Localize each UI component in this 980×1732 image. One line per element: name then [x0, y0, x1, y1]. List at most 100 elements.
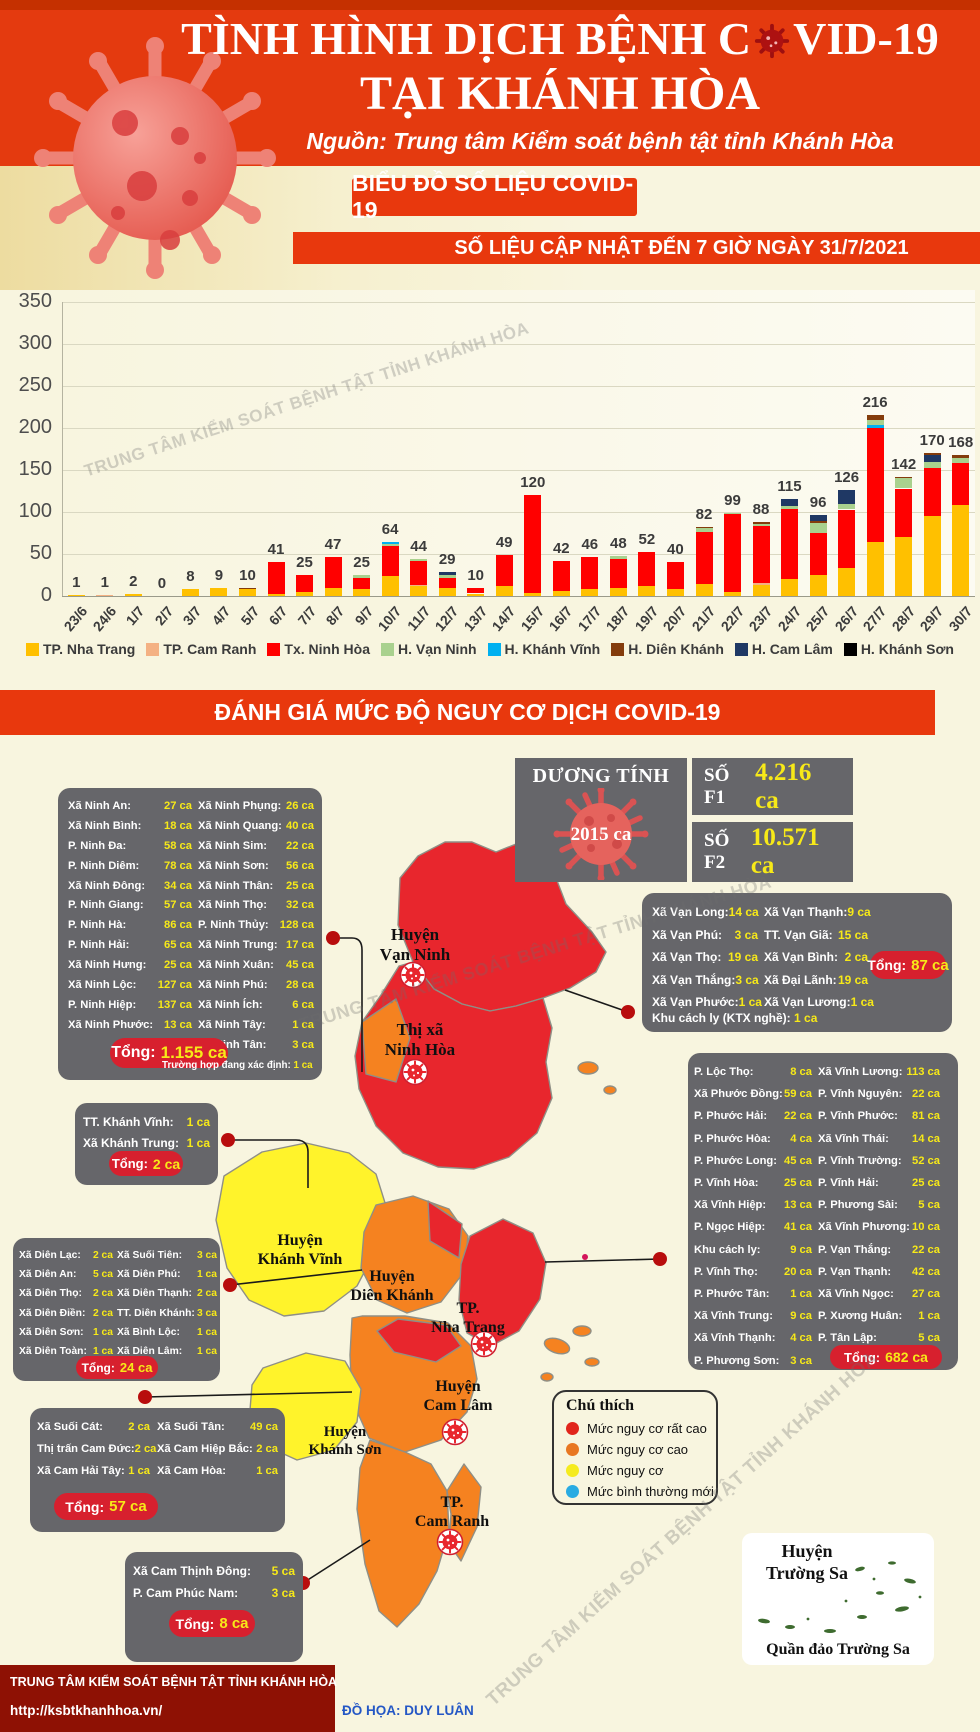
map-region-ninh-hoa — [354, 961, 553, 1170]
map-region-cam-ranh — [356, 1439, 450, 1628]
case-row: TT. Diên Khánh: 3 ca — [117, 1304, 217, 1323]
virus-marker-icon — [470, 1330, 498, 1358]
bar-segment-nt — [781, 579, 798, 596]
case-row: P. Vĩnh Phước: 81 ca — [818, 1105, 940, 1127]
case-value: 22 ca — [912, 1088, 940, 1101]
cases-box-ninh-hoa: Xã Ninh An: 27 ca Xã Ninh Bình: 18 ca P. Nin… — [58, 788, 322, 1080]
total-pill: Tổng: 57 ca — [54, 1493, 158, 1520]
case-label: Xã Ninh Thân: — [198, 879, 274, 892]
case-label: P. Tân Lập: — [818, 1332, 877, 1345]
bar-value-label: 52 — [638, 531, 656, 549]
case-value: 3 ca — [196, 1250, 217, 1262]
case-value: 1 ca — [790, 1287, 812, 1300]
bar-value-label: 46 — [581, 536, 599, 554]
case-value: 13 ca — [164, 1018, 192, 1031]
case-label: Xã Vạn Thạnh: — [764, 905, 848, 920]
bar-segment-nh — [381, 545, 399, 576]
case-label: Xã Vĩnh Thái: — [818, 1132, 889, 1145]
page-title-line1: TÌNH HÌNH DỊCH BỆNH C VID-19 — [140, 12, 980, 65]
bar-segment-nt — [952, 505, 970, 596]
map-marker-dot — [582, 1254, 588, 1260]
case-value: 2 ca — [92, 1250, 113, 1262]
case-row: Xã Diên Toàn: 1 ca — [19, 1342, 113, 1361]
case-row: Xã Ninh Phụng: 26 ca — [198, 796, 314, 816]
risk-legend-label: Mức nguy cơ — [587, 1463, 664, 1478]
total-label: Tổng: — [867, 957, 907, 973]
f2-value: 10.571 ca — [750, 824, 820, 879]
case-label: P. Ninh Hà: — [68, 919, 127, 932]
case-label: Xã Vĩnh Trung: — [694, 1310, 773, 1323]
case-value: 1 ca — [790, 1011, 818, 1025]
case-label: Xã Diên An: — [19, 1269, 77, 1281]
y-axis-line — [62, 302, 63, 596]
case-row: Xã Diên Điền: 2 ca — [19, 1304, 113, 1323]
cases-box-cam-ranh: Xã Cam Thịnh Đông: 5 ca P. Cam Phúc Nam: 3 … — [125, 1552, 303, 1662]
case-label: Xã Ninh Tây: — [198, 1018, 266, 1031]
legend-item: H. Vạn Ninh — [380, 641, 477, 657]
legend-swatch-icon — [734, 642, 748, 656]
gridline — [62, 512, 975, 513]
bar-segment-nt — [296, 591, 313, 596]
case-label: P. Ngọc Hiệp: — [694, 1221, 766, 1234]
covid-o-virus-icon — [755, 23, 790, 59]
case-row: Xã Phước Đồng: 59 ca — [694, 1083, 812, 1105]
case-value: 25 ca — [164, 959, 192, 972]
total-value: 57 ca — [109, 1498, 147, 1515]
gridline — [62, 386, 975, 387]
case-value: 59 ca — [784, 1088, 812, 1101]
case-row: P. Lộc Thọ: 8 ca — [694, 1061, 812, 1083]
case-value: 3 ca — [292, 1038, 314, 1051]
case-value: 32 ca — [286, 899, 314, 912]
total-value: 1.155 ca — [160, 1043, 227, 1062]
footer-org: TRUNG TÂM KIỂM SOÁT BỆNH TẬT TỈNH KHÁNH … — [10, 1675, 338, 1689]
bar-segment-nt — [581, 589, 599, 596]
note-value: 1 ca — [290, 1060, 313, 1071]
case-value: 3 ca — [734, 927, 758, 942]
case-value: 8 ca — [790, 1066, 812, 1079]
legend-label: Tx. Ninh Hòa — [284, 641, 370, 657]
gridline — [62, 554, 975, 555]
case-value: 57 ca — [164, 899, 192, 912]
bar-segment-vn — [609, 555, 627, 560]
bar-value-label: 9 — [214, 567, 224, 585]
update-banner: SỐ LIỆU CẬP NHẬT ĐẾN 7 GIỜ NGÀY 31/7/202… — [293, 232, 980, 264]
case-row: Xã Vạn Phú: 3 ca — [652, 924, 758, 947]
case-label: Xã Diên Sơn: — [19, 1326, 84, 1338]
case-row: Xã Ninh Thọ: 32 ca — [198, 895, 314, 915]
map-label: TP. Nha Trang — [431, 1300, 505, 1336]
truong-sa-title: Huyện Trường Sa — [766, 1541, 848, 1583]
map-label: Huyện Vạn Ninh — [379, 925, 451, 965]
risk-legend-item: Mức nguy cơ rất cao — [566, 1418, 716, 1439]
case-value: 45 ca — [286, 959, 314, 972]
risk-legend-item: Mức nguy cơ cao — [566, 1439, 716, 1460]
bar-value-label: 25 — [296, 554, 313, 571]
bar-value-label: 44 — [410, 538, 427, 555]
case-label: P. Vĩnh Nguyên: — [818, 1088, 903, 1101]
case-label: Xã Diên Thạnh: — [117, 1288, 192, 1300]
bar-segment-nh — [866, 428, 884, 543]
bar-segment-nt — [724, 591, 741, 596]
case-value: 19 ca — [727, 950, 758, 965]
bar-segment-nh — [267, 561, 285, 595]
case-row: Thị trấn Cam Đức: 2 ca — [37, 1438, 156, 1460]
f1-value: 4.216 ca — [755, 758, 812, 814]
case-label: Xã Vạn Lương: — [764, 995, 851, 1010]
case-label: Xã Đại Lãnh: — [764, 972, 837, 987]
case-label: Khu cách ly: — [694, 1243, 761, 1256]
case-value: 137 ca — [157, 998, 192, 1011]
map-patch-cam-lam-red — [376, 1318, 462, 1363]
cases-box-khanh-vinh: TT. Khánh Vĩnh: 1 ca Xã Khánh Trung: 1 ca Tổ… — [75, 1103, 218, 1185]
bar-segment-nt — [353, 589, 371, 596]
bar-segment-nh — [666, 562, 684, 590]
gridline — [62, 344, 975, 345]
chart-legend: TP. Nha Trang TP. Cam Ranh Tx. Ninh Hòa H. … — [0, 641, 980, 657]
risk-legend-box: Chú thích Mức nguy cơ rất cao Mức nguy cơ… — [552, 1390, 718, 1505]
bar-segment-cl — [781, 499, 798, 507]
bar-value-label: 0 — [157, 575, 167, 592]
case-row: Xã Ninh Bình: 18 ca — [68, 816, 192, 836]
risk-legend-title: Chú thích — [566, 1397, 635, 1414]
case-row: Xã Vĩnh Trung: 9 ca — [694, 1305, 812, 1327]
total-label: Tổng: — [111, 1044, 156, 1061]
footer-url[interactable]: http://ksbtkhanhhoa.vn/ — [10, 1703, 163, 1718]
case-row: Xã Ninh Sơn: 56 ca — [198, 856, 314, 876]
